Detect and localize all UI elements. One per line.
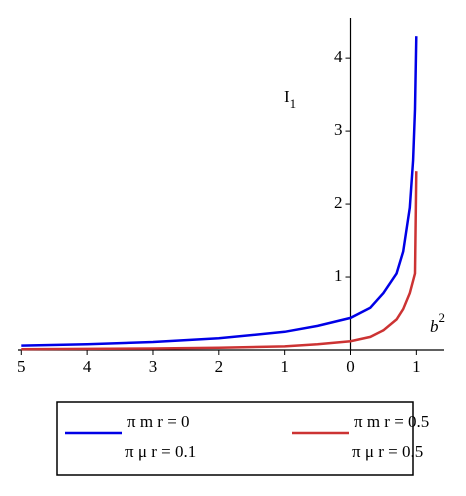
legend-label: π μ r = 0.5 bbox=[352, 442, 423, 461]
x-tick-label: 4 bbox=[83, 357, 92, 376]
x-tick-label: 1 bbox=[280, 357, 289, 376]
x-tick-label: 3 bbox=[149, 357, 158, 376]
legend-box bbox=[56, 401, 414, 476]
x-axis-label: b2 bbox=[430, 310, 445, 336]
legend-label: π m r = 0 bbox=[127, 412, 190, 431]
y-label-main: I bbox=[284, 87, 290, 106]
y-tick-label: 3 bbox=[334, 120, 343, 139]
y-tick-label: 4 bbox=[334, 47, 343, 66]
y-axis-label: I1 bbox=[284, 87, 296, 111]
legend-label: π m r = 0.5 bbox=[354, 412, 429, 431]
legend-label: π μ r = 0.1 bbox=[125, 442, 196, 461]
series-line bbox=[21, 36, 418, 347]
series-line bbox=[21, 171, 418, 351]
x-label-main: b bbox=[430, 317, 439, 336]
x-label-sup: 2 bbox=[439, 310, 446, 325]
x-tick-label: 2 bbox=[215, 357, 224, 376]
y-label-sub: 1 bbox=[290, 96, 297, 111]
y-tick-label: 2 bbox=[334, 193, 343, 212]
x-tick-label: 1 bbox=[412, 357, 421, 376]
y-tick-label: 1 bbox=[334, 266, 343, 285]
x-tick-label: 0 bbox=[346, 357, 355, 376]
x-tick-label: 5 bbox=[17, 357, 26, 376]
